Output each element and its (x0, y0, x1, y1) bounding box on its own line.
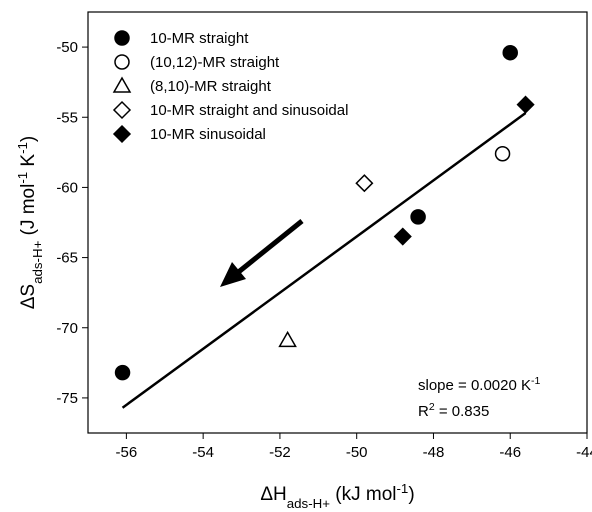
x-tick-label: -50 (346, 444, 368, 461)
point (516, 95, 535, 114)
annotation-part: -1 (531, 375, 540, 387)
y-tick-label: -50 (56, 39, 78, 56)
legend-label: (8,10)-MR straight (150, 78, 272, 95)
plot-frame (87, 11, 588, 434)
x-tick-label: -48 (423, 444, 445, 461)
y-axis-label-part: ΔS (18, 284, 39, 309)
legend-label: 10-MR sinusoidal (150, 126, 266, 143)
x-tick-label: -56 (116, 444, 138, 461)
legend-marker (114, 54, 130, 70)
x-axis-label-part: -1 (397, 481, 409, 496)
point (502, 44, 518, 61)
legend-marker (112, 124, 132, 144)
legend-label: 10-MR straight and sinusoidal (150, 102, 348, 119)
point (393, 227, 412, 246)
x-axis-label-part: ads-H+ (287, 496, 330, 511)
annotation-part: slope = 0.0020 K (418, 377, 531, 394)
point (114, 364, 131, 381)
x-tick-label: -46 (499, 444, 521, 461)
y-tick-label: -70 (56, 320, 78, 337)
x-tick-label: -52 (269, 444, 291, 461)
y-tick-label: -60 (56, 179, 78, 196)
legend-marker (112, 100, 132, 120)
y-tick-label: -65 (56, 250, 78, 267)
y-axis-label-part: ) (18, 136, 39, 142)
y-axis-label-part: (J mol (18, 184, 39, 241)
x-tick-label: -54 (192, 444, 214, 461)
y-axis-label-part: ads-H+ (30, 240, 45, 283)
legend-label: 10-MR straight (150, 30, 249, 47)
point (278, 330, 297, 348)
point (494, 145, 511, 162)
x-axis-label-part: ΔH (260, 484, 286, 505)
annotation-part: R (418, 403, 429, 420)
legend-marker (114, 30, 130, 46)
trend-arrow (220, 219, 304, 287)
y-axis-label-part: K (18, 154, 39, 172)
annotation: slope = 0.0020 K-1 (418, 375, 541, 394)
annotation-part: 2 (429, 401, 435, 413)
y-tick-label: -55 (56, 109, 78, 126)
y-axis-label: ΔSads-H+ (J mol-1 K-1) (15, 136, 45, 310)
x-axis-label-part: ) (408, 484, 414, 505)
legend-marker (112, 76, 132, 93)
point (410, 209, 426, 225)
fit-line (121, 112, 527, 409)
annotation-part: = 0.835 (435, 403, 490, 420)
y-axis-label-part: -1 (15, 172, 30, 184)
y-axis-label-part: -1 (15, 142, 30, 154)
x-axis-label-part: (kJ mol (330, 484, 397, 505)
y-tick-label: -75 (56, 390, 78, 407)
x-axis-label: ΔHads-H+ (kJ mol-1) (260, 481, 414, 511)
legend-label: (10,12)-MR straight (150, 54, 280, 71)
annotation: R2 = 0.835 (418, 401, 489, 420)
x-tick-label: -44 (576, 444, 592, 461)
point (355, 174, 374, 193)
